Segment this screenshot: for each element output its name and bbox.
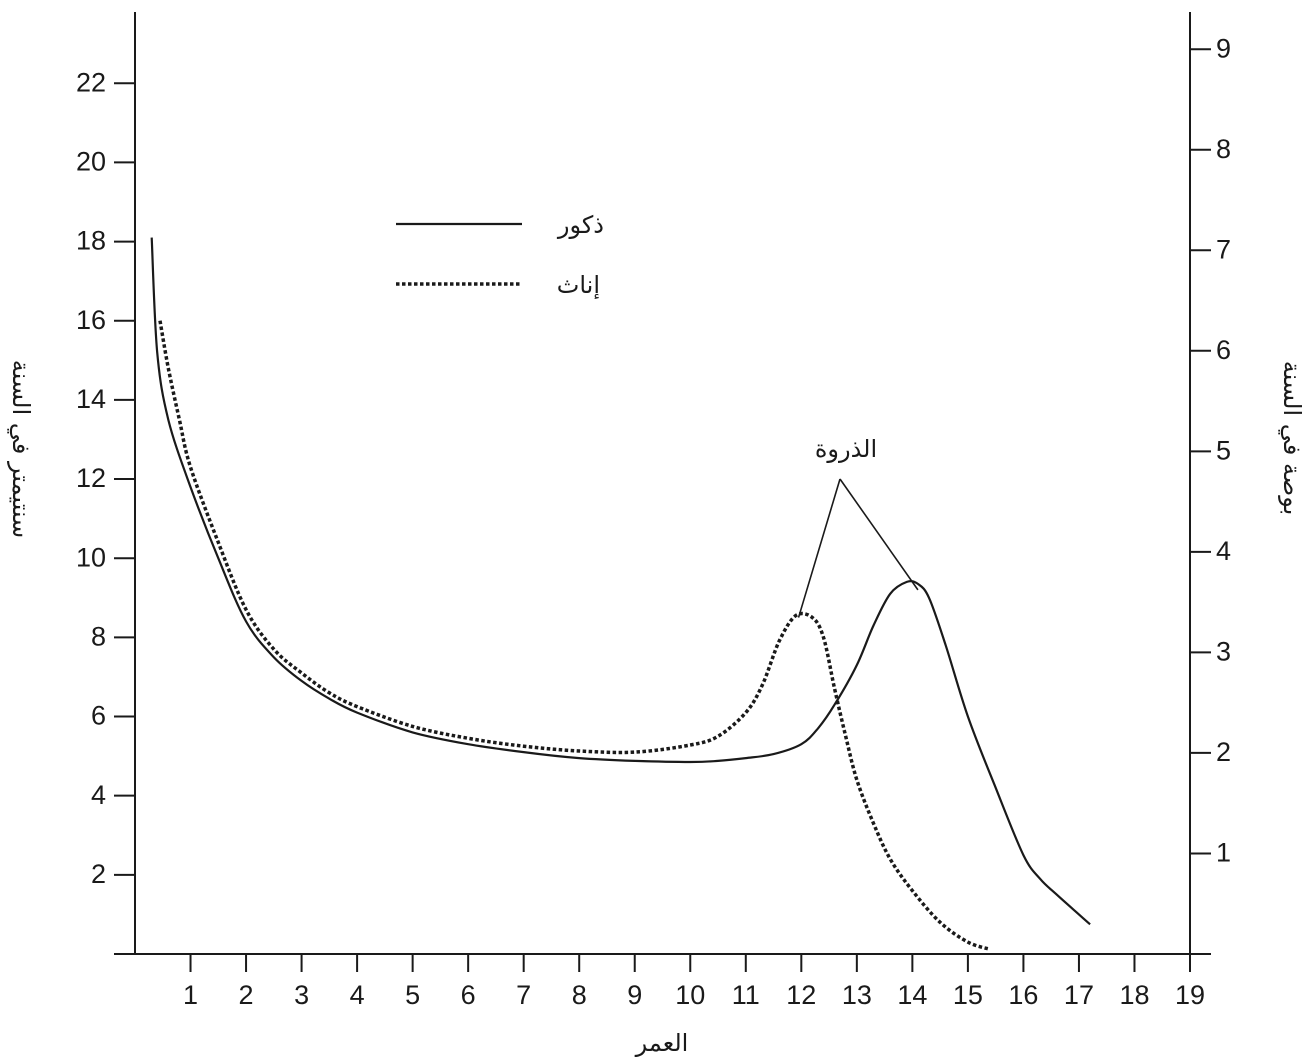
x-tick-label: 7 (516, 980, 531, 1010)
y-left-tick-label: 4 (91, 780, 106, 810)
peak-leader-line (797, 478, 841, 618)
y-left-tick-label: 6 (91, 701, 106, 731)
ticks: 1 2 3 4 5 6 7 8 9 10 11 12 13 14 15 16 17 18 1924681012141… (76, 33, 1231, 1010)
x-tick-label: 16 (1008, 980, 1038, 1010)
y-axis-label-right: بوصة في السنة (1278, 361, 1306, 516)
y-left-tick-label: 10 (76, 542, 106, 572)
y-left-tick-label: 14 (76, 384, 106, 414)
peak-annotation-label: الذروة (815, 435, 877, 463)
y-left-tick-label: 20 (76, 147, 106, 177)
y-right-tick-label: 7 (1216, 234, 1231, 264)
y-left-tick-label: 18 (76, 226, 106, 256)
y-right-tick-label: 2 (1216, 737, 1231, 767)
x-axis-label: العمر (635, 1029, 689, 1057)
x-tick-label: 13 (842, 980, 872, 1010)
legend-label-female: إناث (557, 271, 600, 300)
y-right-tick-label: 6 (1216, 335, 1231, 365)
y-right-tick-label: 3 (1216, 637, 1231, 667)
y-right-tick-label: 5 (1216, 435, 1231, 465)
y-left-tick-label: 22 (76, 67, 106, 97)
x-tick-label: 1 (183, 980, 198, 1010)
x-tick-label: 8 (572, 980, 587, 1010)
x-tick-label: 14 (897, 980, 927, 1010)
x-tick-label: 6 (461, 980, 476, 1010)
series-layer (150, 237, 1091, 951)
x-tick-label: 19 (1175, 980, 1205, 1010)
y-left-tick-label: 8 (91, 621, 106, 651)
x-tick-label: 10 (675, 980, 705, 1010)
y-left-tick-label: 2 (91, 859, 106, 889)
y-right-tick-label: 1 (1216, 838, 1231, 868)
y-left-tick-label: 12 (76, 463, 106, 493)
series-line-male (150, 237, 1091, 926)
y-right-tick-label: 9 (1216, 33, 1231, 63)
y-axis-label-left: سنتيمتر في السنة (7, 360, 35, 538)
y-left-tick-label: 16 (76, 305, 106, 335)
legend-label-male: ذكور (557, 211, 604, 239)
axes (114, 12, 1211, 955)
peak-leader-line (839, 478, 919, 591)
y-right-tick-label: 8 (1216, 134, 1231, 164)
peak-annotation: الذروة (797, 435, 919, 618)
x-tick-label: 4 (350, 980, 365, 1010)
x-tick-label: 9 (627, 980, 642, 1010)
legend: ذكور إناث (396, 211, 604, 300)
y-right-tick-label: 4 (1216, 536, 1231, 566)
x-tick-label: 12 (786, 980, 816, 1010)
series-line-female (158, 320, 991, 951)
x-tick-label: 5 (405, 980, 420, 1010)
x-tick-label: 18 (1119, 980, 1149, 1010)
x-tick-label: 2 (239, 980, 254, 1010)
x-tick-label: 15 (953, 980, 983, 1010)
x-tick-label: 11 (732, 980, 760, 1010)
x-tick-label: 17 (1064, 980, 1094, 1010)
x-tick-label: 3 (294, 980, 309, 1010)
